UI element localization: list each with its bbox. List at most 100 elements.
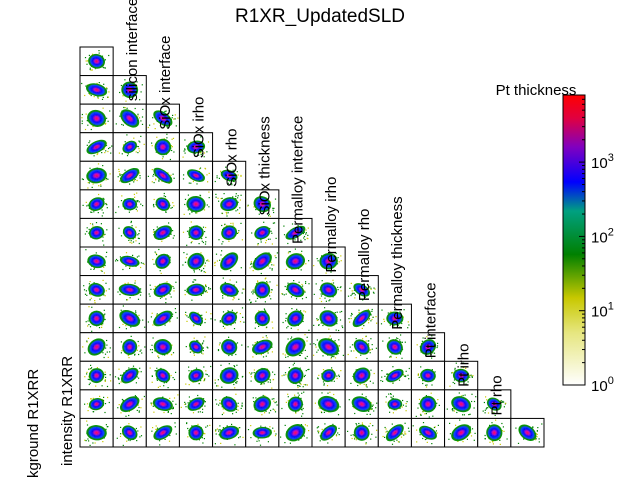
panel-4-4 <box>212 160 247 191</box>
panel-4-3 <box>178 160 214 191</box>
panel-4-1 <box>112 160 147 191</box>
panel-8-1 <box>112 275 147 305</box>
panel-11-10 <box>410 360 446 391</box>
param-label-13: Pt rho <box>489 375 506 415</box>
panel-7-4 <box>212 246 247 277</box>
panel-9-1 <box>112 303 147 334</box>
param-label-7: Permalloy interface <box>290 116 307 244</box>
panel-11-11 <box>444 360 479 391</box>
panel-4-2 <box>145 160 180 191</box>
panel-10-4 <box>212 332 247 362</box>
panel-11-8 <box>344 360 379 391</box>
param-label-5: SiOx rho <box>223 128 240 186</box>
panel-8-7 <box>311 275 346 305</box>
panel-11-6 <box>278 360 313 391</box>
panel-6-4 <box>212 217 247 248</box>
param-label-3: SiOx interface <box>157 35 174 129</box>
panel-11-5 <box>245 360 280 391</box>
chart-title: R1XR_UpdatedSLD <box>234 6 406 27</box>
param-label-9: Permalloy rho <box>356 209 373 302</box>
panel-10-10 <box>410 332 446 362</box>
panel-10-3 <box>178 332 214 362</box>
panel-13-11 <box>444 417 479 448</box>
panel-5-1 <box>112 189 147 219</box>
panel-10-5 <box>245 332 280 362</box>
panel-10-8 <box>344 332 379 362</box>
panel-6-1 <box>112 217 147 248</box>
param-label-6: SiOx thickness <box>257 116 274 215</box>
panel-13-5 <box>245 417 280 448</box>
param-label-2: silicon interface <box>124 0 141 101</box>
panel-12-0 <box>79 389 114 419</box>
colorbar-tick-2: 102 <box>591 226 614 246</box>
panel-11-9 <box>377 360 412 391</box>
panel-9-5 <box>245 303 280 334</box>
panel-12-12 <box>477 389 512 419</box>
panel-8-8 <box>344 275 379 305</box>
param-label-1: intensity R1XRR <box>59 356 76 466</box>
panel-13-10 <box>410 417 446 448</box>
panel-10-1 <box>112 332 147 362</box>
panel-3-3 <box>178 132 214 162</box>
panel-13-6 <box>278 417 313 448</box>
panel-5-4 <box>212 189 247 219</box>
panel-7-3 <box>178 246 214 277</box>
panel-2-0 <box>79 103 114 134</box>
panel-3-0 <box>79 132 114 162</box>
colorbar-tick-1: 101 <box>591 301 614 321</box>
panel-3-1 <box>112 132 147 162</box>
panel-8-5 <box>245 275 280 305</box>
panel-7-7 <box>311 246 346 277</box>
panel-5-0 <box>79 189 114 219</box>
panel-5-3 <box>178 189 214 219</box>
panel-13-13 <box>510 417 545 448</box>
panel-8-0 <box>79 275 114 305</box>
panel-10-9 <box>377 332 412 362</box>
panel-1-0 <box>79 75 114 105</box>
panel-11-4 <box>212 360 247 391</box>
panel-8-4 <box>212 275 247 305</box>
panel-7-5 <box>245 246 280 277</box>
panel-12-2 <box>145 389 180 419</box>
panel-9-4 <box>212 303 247 334</box>
panel-6-5 <box>245 217 280 248</box>
panel-10-6 <box>278 332 313 362</box>
panel-9-2 <box>145 303 180 334</box>
panel-9-0 <box>79 303 114 334</box>
panel-13-9 <box>377 417 412 448</box>
panel-13-0 <box>79 417 114 448</box>
panel-13-3 <box>178 417 214 448</box>
panel-13-8 <box>344 417 379 448</box>
panel-12-7 <box>311 389 346 419</box>
panel-12-4 <box>212 389 247 419</box>
panel-12-9 <box>377 389 412 419</box>
panel-13-1 <box>112 417 147 448</box>
panel-11-1 <box>112 360 147 391</box>
panel-7-6 <box>278 246 313 277</box>
panel-8-6 <box>278 275 313 305</box>
panel-10-2 <box>145 332 180 362</box>
panel-10-0 <box>79 332 114 362</box>
panel-12-10 <box>410 389 446 419</box>
panel-10-7 <box>311 332 346 362</box>
param-label-0: kground R1XRR <box>25 369 42 478</box>
panel-3-2 <box>145 132 180 162</box>
param-label-8: Permalloy irho <box>323 177 340 273</box>
panel-5-5 <box>245 189 280 219</box>
panel-12-1 <box>112 389 147 419</box>
panel-12-8 <box>344 389 379 419</box>
panel-13-7 <box>311 417 346 448</box>
panel-5-2 <box>145 189 180 219</box>
colorbar-tick-0: 100 <box>591 375 614 395</box>
panel-1-1 <box>112 75 147 105</box>
panel-9-8 <box>344 303 379 334</box>
panel-7-0 <box>79 246 114 277</box>
panel-12-11 <box>444 389 479 419</box>
panel-8-3 <box>178 275 214 305</box>
panel-13-4 <box>212 417 247 448</box>
colorbar <box>562 94 586 386</box>
panel-9-7 <box>311 303 346 334</box>
panel-7-1 <box>112 246 147 277</box>
param-label-4: SiOx irho <box>190 97 207 159</box>
